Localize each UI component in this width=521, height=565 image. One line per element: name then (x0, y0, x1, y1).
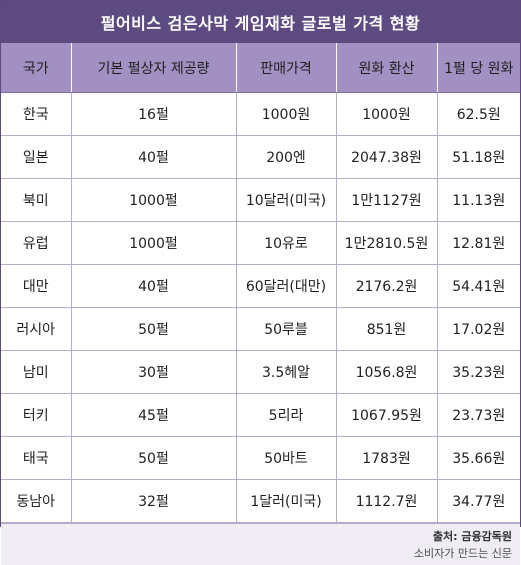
table-row: 동남아 32펄 1달러(미국) 1112.7원 34.77원 (1, 479, 520, 523)
table-row: 러시아 50펄 50루블 851원 17.02원 (1, 307, 520, 351)
cell-sale-price: 1000원 (235, 92, 336, 136)
publisher-slogan: 소비자가 만드는 신문 (413, 547, 512, 560)
cell-krw-per-pearl: 12.81원 (436, 221, 520, 265)
cell-country: 터키 (1, 393, 71, 437)
cell-sale-price: 200엔 (235, 135, 336, 179)
cell-country: 태국 (1, 436, 71, 480)
cell-base-amount: 1000펄 (70, 221, 236, 265)
cell-base-amount: 30펄 (70, 350, 236, 394)
table-row: 한국 16펄 1000원 1000원 62.5원 (1, 92, 520, 136)
header-krw-per-pearl: 1펄 당 원화 (436, 43, 520, 93)
cell-sale-price: 3.5헤알 (235, 350, 336, 394)
cell-country: 북미 (1, 178, 71, 222)
cell-krw-per-pearl: 23.73원 (436, 393, 520, 437)
table-row: 터키 45펄 5리라 1067.95원 23.73원 (1, 393, 520, 437)
header-base-amount: 기본 펄상자 제공량 (70, 43, 236, 93)
cell-krw-per-pearl: 54.41원 (436, 264, 520, 308)
cell-country: 동남아 (1, 479, 71, 523)
cell-base-amount: 40펄 (70, 135, 236, 179)
table-row: 유럽 1000펄 10유로 1만2810.5원 12.81원 (1, 221, 520, 265)
cell-krw-per-pearl: 17.02원 (436, 307, 520, 351)
cell-krw-converted: 1만2810.5원 (335, 221, 437, 265)
price-table: 국가 기본 펄상자 제공량 판매가격 원화 환산 1펄 당 원화 한국 16펄 … (1, 43, 520, 523)
cell-krw-per-pearl: 11.13원 (436, 178, 520, 222)
table-footer: 출처: 금융감독원 소비자가 만드는 신문 (1, 523, 520, 565)
cell-country: 한국 (1, 92, 71, 136)
header-krw-converted: 원화 환산 (335, 43, 437, 93)
cell-sale-price: 60달러(대만) (235, 264, 336, 308)
cell-sale-price: 50바트 (235, 436, 336, 480)
cell-country: 대만 (1, 264, 71, 308)
cell-krw-per-pearl: 35.23원 (436, 350, 520, 394)
table-title: 펄어비스 검은사막 게임재화 글로벌 가격 현황 (1, 1, 520, 43)
source-credit: 출처: 금융감독원 (432, 530, 512, 543)
cell-krw-converted: 2176.2원 (335, 264, 437, 308)
cell-base-amount: 50펄 (70, 307, 236, 351)
cell-krw-converted: 1783원 (335, 436, 437, 480)
cell-krw-converted: 1056.8원 (335, 350, 437, 394)
cell-country: 남미 (1, 350, 71, 394)
cell-krw-converted: 851원 (335, 307, 437, 351)
table-row: 대만 40펄 60달러(대만) 2176.2원 54.41원 (1, 264, 520, 308)
cell-sale-price: 1달러(미국) (235, 479, 336, 523)
cell-base-amount: 50펄 (70, 436, 236, 480)
table-row: 태국 50펄 50바트 1783원 35.66원 (1, 436, 520, 480)
table-row: 북미 1000펄 10달러(미국) 1만1127원 11.13원 (1, 178, 520, 222)
cell-krw-converted: 1067.95원 (335, 393, 437, 437)
header-sale-price: 판매가격 (235, 43, 336, 93)
cell-krw-per-pearl: 62.5원 (436, 92, 520, 136)
header-row: 국가 기본 펄상자 제공량 판매가격 원화 환산 1펄 당 원화 (1, 43, 520, 93)
cell-krw-converted: 1112.7원 (335, 479, 437, 523)
cell-sale-price: 50루블 (235, 307, 336, 351)
cell-base-amount: 32펄 (70, 479, 236, 523)
header-country: 국가 (1, 43, 71, 93)
cell-country: 유럽 (1, 221, 71, 265)
cell-base-amount: 16펄 (70, 92, 236, 136)
table-row: 남미 30펄 3.5헤알 1056.8원 35.23원 (1, 350, 520, 394)
cell-country: 러시아 (1, 307, 71, 351)
cell-base-amount: 1000펄 (70, 178, 236, 222)
table-row: 일본 40펄 200엔 2047.38원 51.18원 (1, 135, 520, 179)
cell-country: 일본 (1, 135, 71, 179)
cell-krw-per-pearl: 51.18원 (436, 135, 520, 179)
cell-krw-converted: 1000원 (335, 92, 437, 136)
cell-sale-price: 5리라 (235, 393, 336, 437)
cell-krw-per-pearl: 34.77원 (436, 479, 520, 523)
cell-krw-converted: 1만1127원 (335, 178, 437, 222)
cell-sale-price: 10달러(미국) (235, 178, 336, 222)
cell-base-amount: 40펄 (70, 264, 236, 308)
cell-krw-per-pearl: 35.66원 (436, 436, 520, 480)
cell-krw-converted: 2047.38원 (335, 135, 437, 179)
cell-base-amount: 45펄 (70, 393, 236, 437)
cell-sale-price: 10유로 (235, 221, 336, 265)
